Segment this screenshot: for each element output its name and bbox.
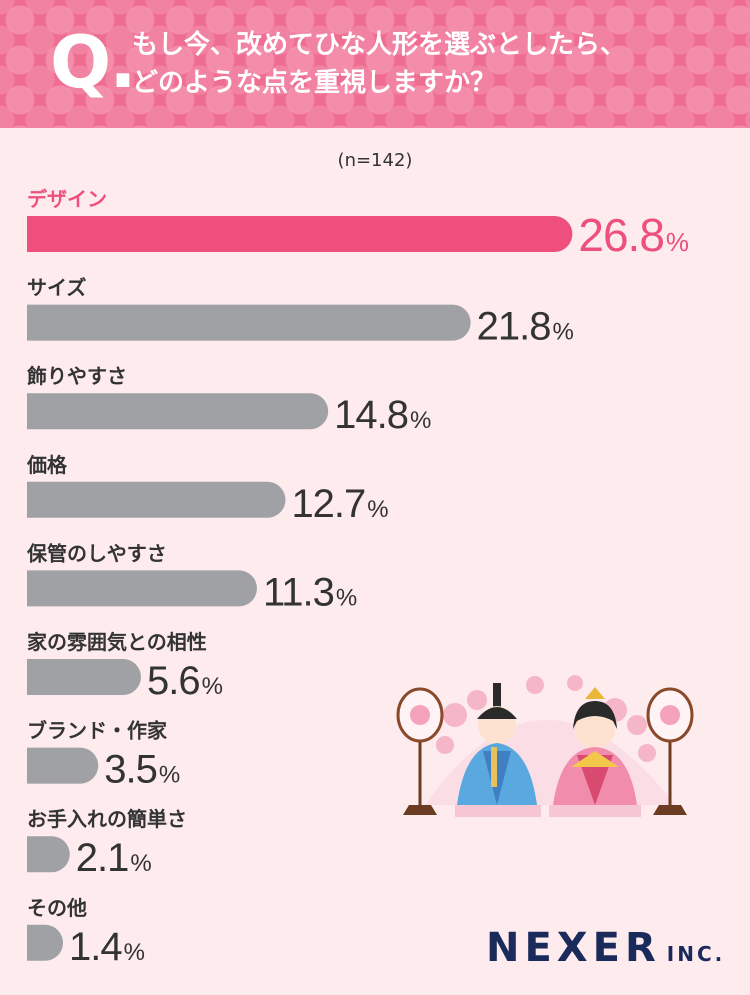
value-label: 5.6%	[147, 659, 223, 703]
sample-size: (n=142)	[337, 150, 413, 171]
value-label: 1.4%	[69, 925, 145, 969]
question-line-1: もし今、改めてひな人形を選ぶとしたら、	[132, 30, 627, 60]
category-label: お手入れの簡単さ	[27, 807, 187, 831]
category-label: その他	[27, 896, 87, 920]
right-lantern	[646, 687, 694, 815]
empress-doll	[549, 687, 641, 817]
bar	[27, 747, 99, 784]
category-label: 飾りやすさ	[27, 364, 127, 388]
bar	[27, 836, 70, 873]
bar	[27, 393, 329, 430]
value-label: 2.1%	[76, 836, 152, 880]
value-label: 12.7%	[291, 482, 388, 526]
bar	[27, 924, 63, 961]
value-label: 21.8%	[477, 305, 574, 349]
category-label: 保管のしやすさ	[26, 541, 167, 565]
category-label: ブランド・作家	[27, 719, 168, 743]
logo-brand: NEXER	[486, 925, 661, 971]
bar	[27, 570, 257, 607]
bar	[27, 304, 471, 341]
bar	[27, 216, 573, 252]
category-label: 家の雰囲気との相性	[27, 630, 207, 654]
hina-dolls-illustration	[396, 675, 694, 817]
emperor-doll	[455, 683, 541, 817]
category-label: サイズ	[27, 276, 86, 300]
logo-suffix: INC.	[666, 942, 726, 966]
bar	[27, 659, 141, 695]
value-label: 3.5%	[104, 748, 180, 792]
value-label: 14.8%	[334, 393, 431, 437]
left-lantern	[396, 687, 444, 815]
question-line-2: どのような点を重視しますか？	[132, 68, 497, 98]
nexer-logo: NEXER INC.	[486, 925, 725, 971]
value-label: 11.3%	[263, 570, 357, 614]
category-label: デザイン	[27, 187, 107, 211]
question-mark: Q.	[50, 20, 137, 104]
question-header: Q. もし今、改めてひな人形を選ぶとしたら、 どのような点を重視しますか？	[0, 0, 750, 128]
question-text: もし今、改めてひな人形を選ぶとしたら、 どのような点を重視しますか？	[132, 26, 712, 102]
bar	[27, 481, 286, 518]
category-label: 価格	[26, 453, 68, 477]
value-label: 26.8%	[578, 209, 689, 261]
